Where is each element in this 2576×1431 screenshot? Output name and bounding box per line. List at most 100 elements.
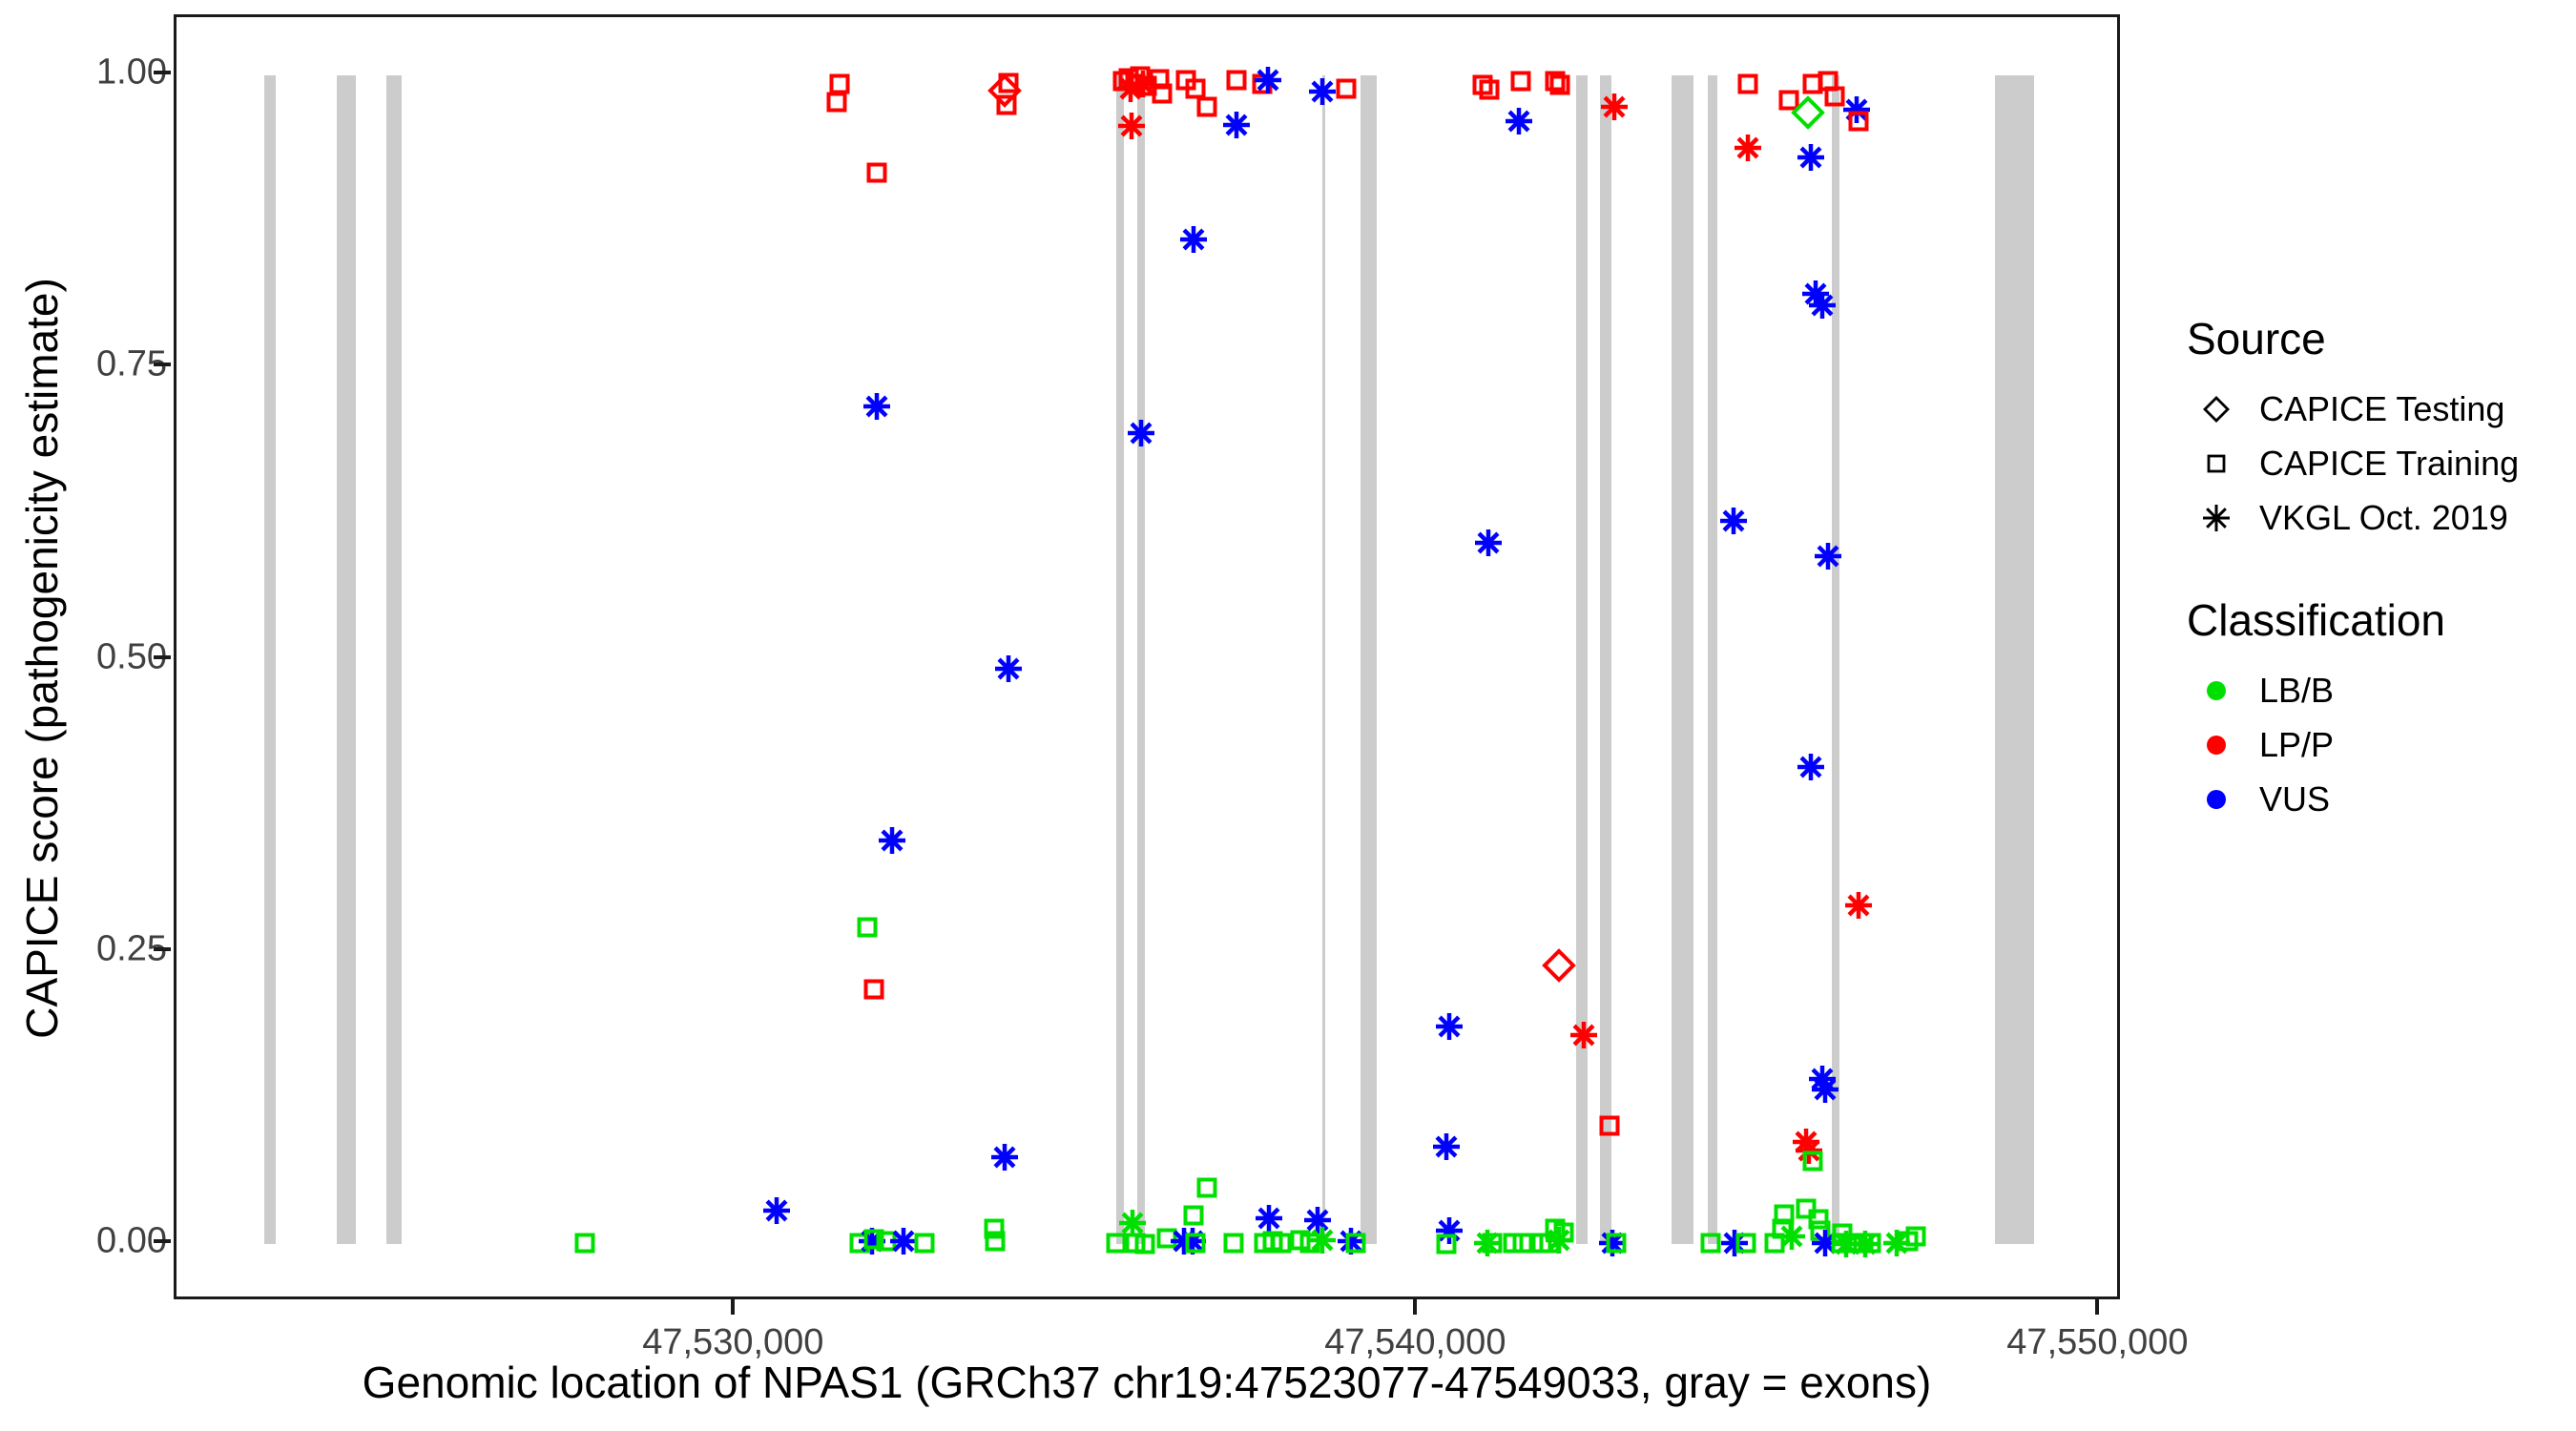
x-tick-mark [1413, 1299, 1418, 1315]
exon-bar [1360, 75, 1378, 1244]
data-point [1271, 1233, 1292, 1254]
data-point [984, 1218, 1005, 1239]
exon-bar [263, 75, 276, 1244]
data-point [1905, 1226, 1926, 1247]
legend-item-capice-testing: CAPICE Testing [2187, 382, 2568, 436]
data-point [1797, 143, 1824, 171]
data-point [1818, 71, 1839, 92]
data-point [1226, 70, 1247, 91]
data-point [1883, 1229, 1911, 1256]
data-point [876, 1231, 897, 1252]
data-point [1479, 79, 1500, 100]
y-tick-mark [154, 71, 171, 75]
x-tick-mark [731, 1299, 736, 1315]
data-point [1735, 1233, 1756, 1254]
red-dot-icon [2194, 734, 2238, 757]
data-point [914, 1233, 935, 1254]
data-point [987, 73, 1022, 108]
data-point [1503, 1233, 1524, 1254]
x-tick-mark [2095, 1299, 2100, 1315]
data-point [1860, 1233, 1881, 1254]
x-axis-title: Genomic location of NPAS1 (GRCh37 chr19:… [362, 1358, 1932, 1407]
data-point [1435, 1217, 1463, 1245]
data-point [1774, 1204, 1795, 1225]
data-point [1223, 111, 1251, 138]
legend-item-label: CAPICE Training [2259, 443, 2520, 483]
legend-item-label: LP/P [2259, 724, 2335, 764]
legend-item-vus: VUS [2187, 772, 2568, 826]
exon-bar [1575, 75, 1588, 1244]
data-point [1482, 1233, 1503, 1254]
data-point [1802, 280, 1830, 308]
data-point [1848, 111, 1869, 132]
exon-bar [1115, 75, 1125, 1244]
data-point [1185, 78, 1206, 99]
data-point [1792, 1129, 1819, 1156]
data-point [1778, 90, 1799, 111]
data-point [849, 1233, 870, 1254]
data-point [1506, 107, 1533, 135]
legend-classification-title: Classification [2187, 595, 2445, 645]
legend-item-label: CAPICE Testing [2259, 388, 2505, 428]
data-point [1796, 1136, 1823, 1164]
y-tick-mark [154, 654, 171, 659]
data-point [863, 1229, 884, 1250]
data-point [1510, 71, 1531, 92]
data-point [1475, 529, 1503, 557]
data-point [1852, 1230, 1880, 1257]
data-point [1152, 83, 1172, 104]
x-tick-label: 47,540,000 [1324, 1322, 1506, 1362]
blue-dot-icon [2194, 788, 2238, 811]
data-point [1898, 1231, 1919, 1252]
data-point [1599, 1229, 1627, 1256]
data-point [1179, 1228, 1207, 1255]
data-point [1843, 95, 1871, 123]
data-point [985, 1231, 1006, 1252]
data-point [1812, 1229, 1839, 1256]
exon-bar [1832, 75, 1840, 1244]
data-point [1256, 1204, 1283, 1232]
data-point [996, 94, 1017, 115]
data-point [889, 1228, 917, 1255]
data-point [1545, 1227, 1572, 1255]
data-point [998, 73, 1019, 93]
exon-bar [1995, 75, 2035, 1244]
legend-item-label: LB/B [2259, 670, 2335, 710]
data-point [1196, 1177, 1217, 1198]
data-point [1185, 1233, 1206, 1254]
data-point [1831, 1233, 1852, 1254]
data-point [1255, 67, 1282, 94]
data-point [991, 1144, 1019, 1172]
data-point [829, 73, 850, 94]
data-point [1797, 754, 1824, 781]
data-point [879, 827, 906, 855]
plot-area [174, 14, 2120, 1299]
legend-source-title: Source [2187, 314, 2326, 363]
square-icon [2194, 447, 2238, 480]
data-point [1290, 1230, 1311, 1251]
data-point [763, 1197, 791, 1225]
data-point [1545, 1218, 1566, 1239]
data-point [1778, 1223, 1806, 1251]
data-point [1796, 1198, 1817, 1219]
data-point [1737, 73, 1758, 94]
exon-bar [386, 75, 402, 1244]
data-point [994, 655, 1022, 683]
data-point [1545, 71, 1566, 92]
data-point [1436, 1234, 1457, 1255]
y-tick-mark [154, 1238, 171, 1243]
legend-item-capice-training: CAPICE Training [2187, 436, 2568, 490]
data-point [1539, 1233, 1560, 1254]
data-point [1254, 1233, 1275, 1254]
diamond-icon [2194, 393, 2238, 425]
data-point [1734, 135, 1761, 162]
y-tick-mark [154, 363, 171, 367]
y-tick-mark [154, 946, 171, 951]
data-point [1845, 891, 1873, 919]
data-point [1802, 1151, 1823, 1172]
legend-item-label: VKGL Oct. 2019 [2259, 497, 2508, 537]
legend-item-label: VUS [2259, 778, 2331, 819]
data-point [1136, 75, 1157, 96]
data-point [1196, 96, 1217, 117]
